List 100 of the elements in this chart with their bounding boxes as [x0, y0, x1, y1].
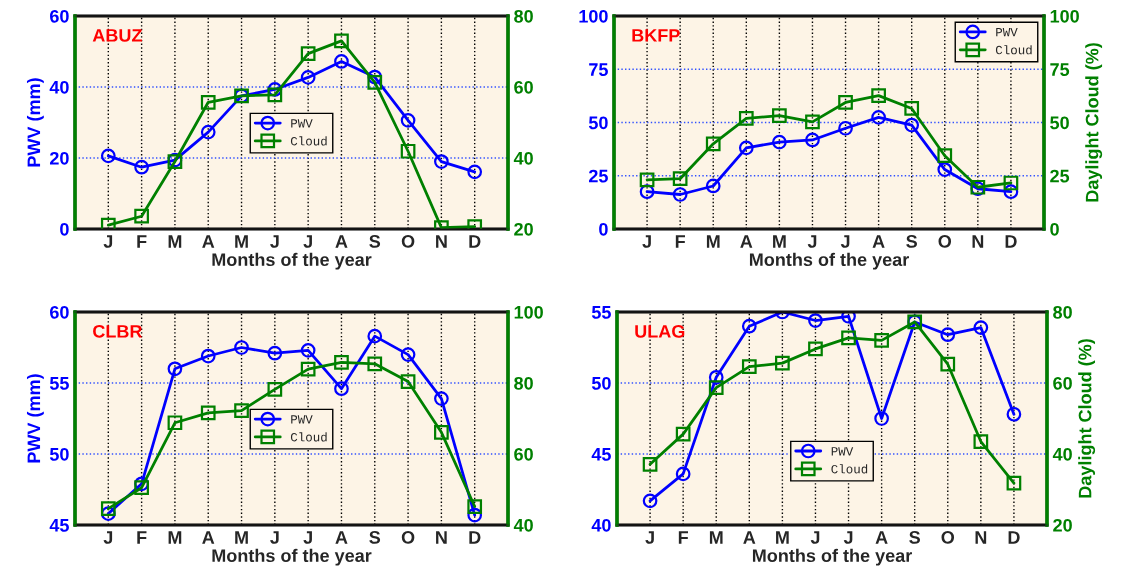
point [434, 424, 449, 440]
point [1003, 184, 1019, 200]
y2-tick-label: 100 [514, 305, 543, 319]
annotation: ULAG [635, 324, 685, 338]
point [838, 120, 853, 136]
point [738, 111, 754, 126]
point [467, 499, 483, 514]
y-tick-label: 75 [589, 63, 608, 76]
y2-tick-label: 0 [1050, 222, 1059, 236]
x-tick-label: N [972, 235, 984, 248]
legend-label: PWV [996, 28, 1018, 37]
point [741, 359, 757, 375]
point [134, 159, 149, 175]
x-tick-label: A [872, 235, 885, 248]
point [267, 82, 283, 97]
point [871, 110, 886, 125]
x-tick-label: O [941, 531, 955, 544]
point [167, 415, 183, 431]
point [200, 124, 216, 140]
y2-tick-label: 75 [1050, 63, 1070, 76]
y-tick-label: 100 [579, 9, 608, 23]
y2-axis-title: Daylight Cloud (%) [1078, 339, 1096, 498]
point [841, 330, 856, 346]
x-tick-label: O [401, 235, 415, 248]
x-tick-label: O [401, 531, 415, 544]
point [738, 140, 754, 156]
point [234, 403, 249, 419]
x-tick-label: D [1008, 531, 1020, 544]
x-tick-label: S [369, 235, 381, 248]
y2-tick-label: 40 [1052, 447, 1072, 461]
point [200, 94, 216, 110]
y-tick-label: 40 [591, 518, 611, 532]
point [871, 88, 886, 104]
x-tick-label: A [202, 531, 215, 544]
x-tick-label: M [773, 235, 786, 248]
point [100, 501, 116, 517]
point [167, 361, 183, 377]
point [639, 172, 655, 188]
x-tick-label: M [168, 531, 182, 544]
point [808, 341, 823, 357]
point [400, 113, 416, 128]
point [937, 162, 953, 177]
point [841, 312, 856, 324]
x-axis-title: Months of the year [752, 548, 912, 566]
annotation: ABUZ [92, 29, 142, 42]
point [705, 136, 721, 152]
x-tick-label: M [709, 531, 723, 544]
point [234, 340, 249, 355]
x-tick-label: J [642, 235, 651, 248]
x-tick-label: D [469, 531, 481, 544]
x-tick-label: J [840, 235, 850, 248]
point [675, 426, 691, 442]
point [134, 208, 149, 224]
point [805, 114, 820, 130]
y-tick-label: 50 [49, 447, 69, 461]
x-tick-label: J [103, 235, 113, 248]
x-axis-title: Months of the year [212, 548, 372, 566]
y2-tick-label: 40 [513, 518, 533, 532]
point [334, 54, 349, 69]
legend-label: PWV [831, 447, 854, 456]
point [100, 217, 116, 229]
point [300, 70, 316, 85]
point [200, 348, 216, 364]
x-tick-label: J [270, 531, 279, 544]
x-tick-label: D [469, 235, 481, 248]
point [940, 356, 956, 372]
y-tick-label: 55 [49, 377, 69, 390]
point [904, 101, 920, 116]
point [334, 33, 349, 49]
point [973, 434, 989, 449]
point [874, 333, 889, 348]
x-tick-label: J [270, 235, 279, 248]
x-tick-label: J [843, 531, 853, 544]
y2-tick-label: 40 [513, 151, 533, 165]
y2-tick-label: 60 [1053, 376, 1072, 390]
legend-label: Cloud [995, 45, 1032, 55]
point [334, 381, 349, 397]
y2-axis-title: Daylight Cloud (%) [1085, 43, 1103, 202]
y2-tick-label: 60 [514, 447, 533, 461]
point [467, 164, 483, 180]
legend-label: PWV [291, 415, 313, 424]
y-tick-label: 25 [588, 169, 608, 183]
x-tick-label: M [235, 235, 248, 248]
point [367, 69, 383, 85]
annotation: BKFP [632, 29, 680, 42]
point [940, 327, 956, 343]
point [367, 328, 383, 344]
point [808, 313, 823, 328]
x-tick-label: J [303, 235, 312, 248]
point [937, 148, 953, 164]
point [100, 506, 116, 521]
point [838, 95, 853, 110]
x-tick-label: S [906, 235, 918, 248]
point [1006, 406, 1022, 422]
y2-tick-label: 100 [1050, 9, 1079, 23]
x-tick-label: F [137, 235, 147, 248]
y2-tick-label: 20 [1053, 518, 1072, 532]
point [642, 493, 658, 509]
point [300, 46, 316, 61]
x-tick-label: S [909, 531, 921, 544]
